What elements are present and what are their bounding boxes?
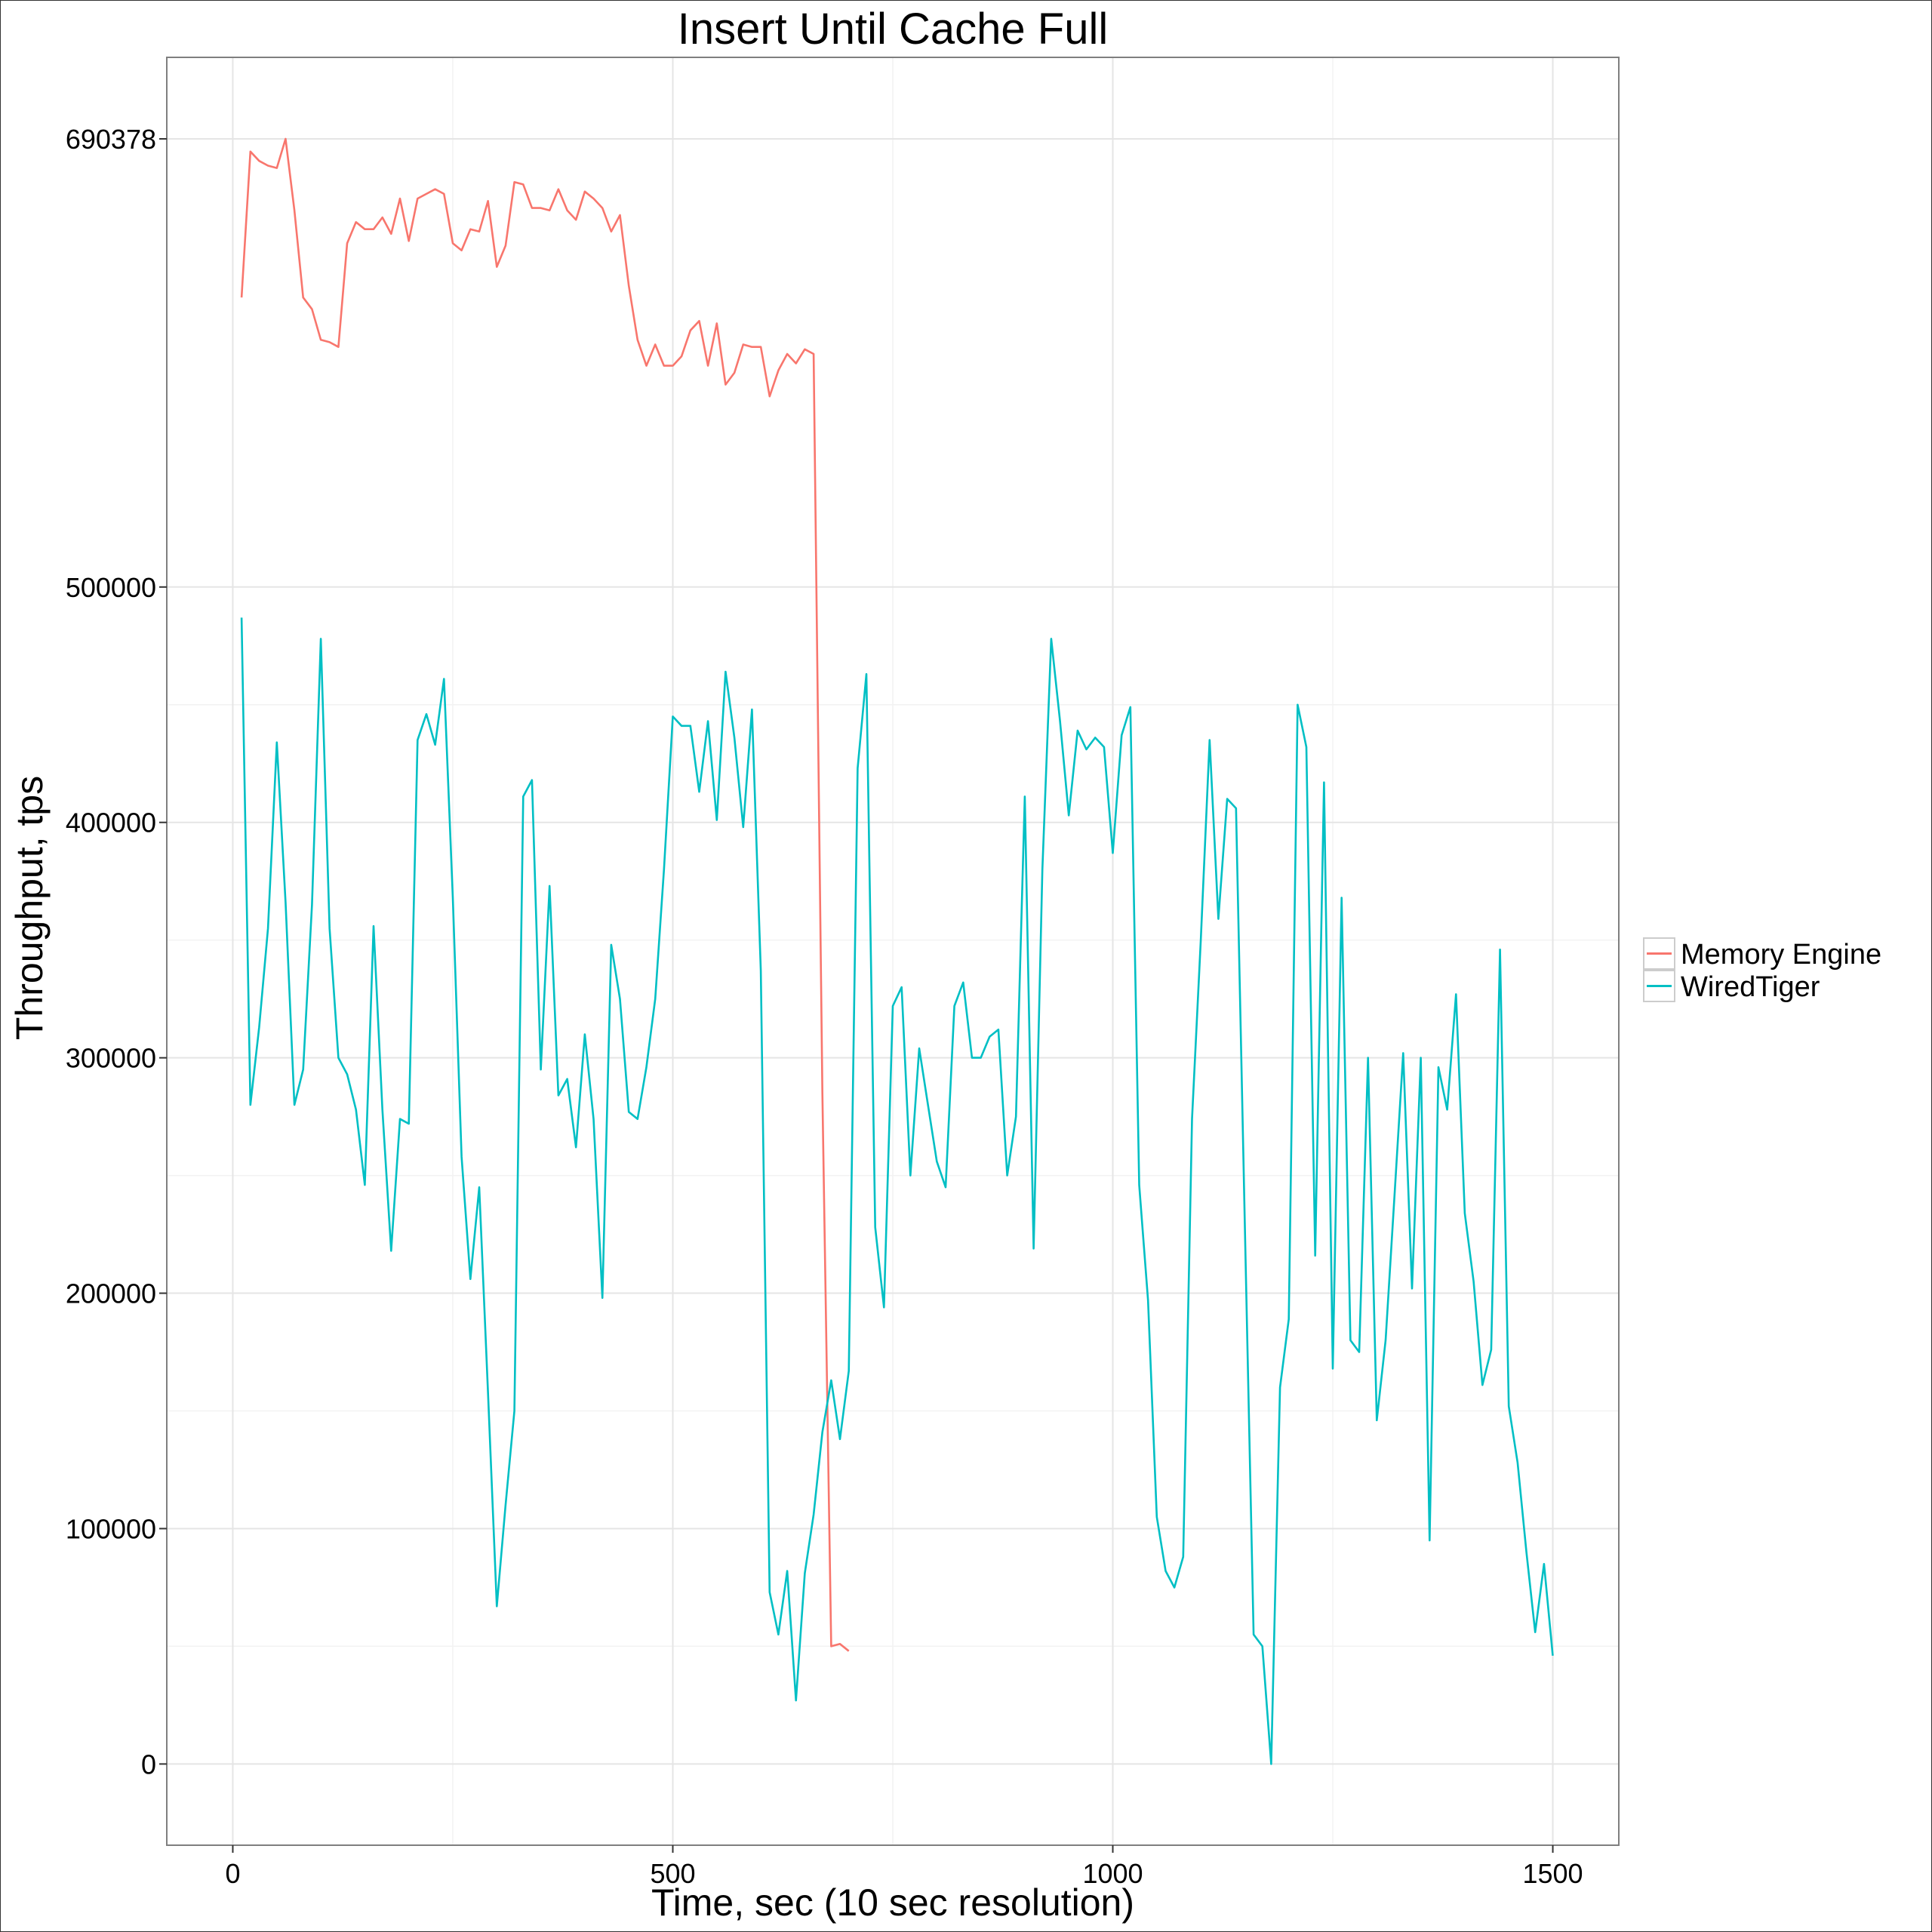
- plot-panel-border: [166, 57, 1620, 1846]
- x-axis: 0 500 1000 1500: [225, 1845, 1583, 1889]
- series-lines: [240, 137, 1554, 1765]
- major-gridlines: [167, 57, 1619, 1845]
- x-tick-label: 1500: [1522, 1858, 1583, 1889]
- series-line-wiredtiger: [240, 617, 1554, 1765]
- x-tick-label: 1000: [1082, 1858, 1143, 1889]
- minor-gridlines: [167, 57, 1619, 1845]
- y-axis-title: Throughput, tps: [8, 776, 51, 1040]
- series-line-memory-engine: [240, 137, 850, 1652]
- chart-title: Insert Until Cache Full: [678, 5, 1109, 54]
- legend-label-wiredtiger: WiredTiger: [1681, 971, 1820, 1003]
- x-tick-label: 0: [225, 1858, 240, 1889]
- x-tick-label: 500: [650, 1858, 695, 1889]
- legend-label-memory-engine: Memory Engine: [1681, 939, 1881, 971]
- y-tick-label: 200000: [66, 1278, 156, 1309]
- x-axis-title: Time, sec (10 sec resolution): [651, 1881, 1134, 1924]
- y-tick-label: 400000: [66, 808, 156, 838]
- y-tick-label: 100000: [66, 1513, 156, 1544]
- y-axis: 0 100000 200000 300000 400000 500000 690378: [66, 124, 167, 1780]
- y-tick-label: 690378: [66, 124, 156, 155]
- y-tick-label: 300000: [66, 1043, 156, 1074]
- y-tick-label: 0: [141, 1749, 156, 1780]
- y-tick-label: 500000: [66, 572, 156, 603]
